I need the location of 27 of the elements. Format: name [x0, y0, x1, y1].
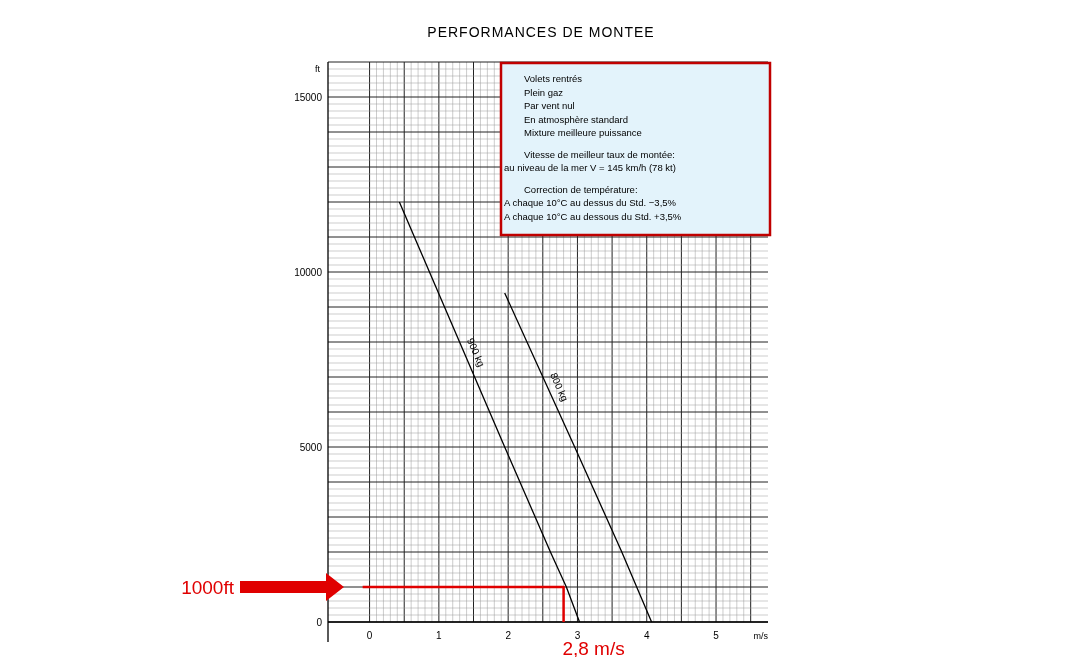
annotation: au niveau de la mer V = 145 km/h (78 kt): [504, 162, 676, 173]
annotation: Vitesse de meilleur taux de montée:: [524, 148, 675, 160]
text: 2,8 m/s: [562, 638, 625, 657]
annotation: A chaque 10°C au dessous du Std. +3,5%: [504, 210, 682, 222]
text: 900 kg: [464, 336, 487, 369]
x-tick-label: 5: [713, 630, 720, 641]
x-axis-title: m/s: [753, 631, 769, 641]
annotation: Plein gaz: [524, 86, 564, 98]
x-tick-label: 0: [366, 630, 373, 641]
x-tick-label: 2: [505, 630, 512, 641]
annotation: Correction de température:: [524, 183, 638, 195]
x-tick-label: 4: [643, 630, 650, 641]
y-tick-label: 0: [316, 617, 323, 628]
annotation: Par vent nul: [524, 100, 575, 111]
y-tick-label: 5000: [299, 442, 323, 453]
x-tick-label: 3: [574, 630, 581, 641]
annotation: A chaque 10°C au dessus du Std. −3,5%: [504, 197, 677, 208]
y-tick-label: 15000: [294, 92, 323, 103]
annotation: Mixture meilleure puissance: [524, 127, 642, 138]
y-axis-title: ft: [314, 64, 321, 74]
annotation: En atmosphère standard: [524, 113, 629, 125]
x-tick-label: 1: [436, 630, 443, 641]
chart-title: PERFORMANCES DE MONTEE: [427, 24, 655, 40]
text: 800 kg: [548, 371, 571, 404]
annotation: Volets rentrés: [524, 73, 583, 84]
y-tick-label: 10000: [294, 267, 323, 278]
text: 1000ft: [181, 577, 235, 598]
